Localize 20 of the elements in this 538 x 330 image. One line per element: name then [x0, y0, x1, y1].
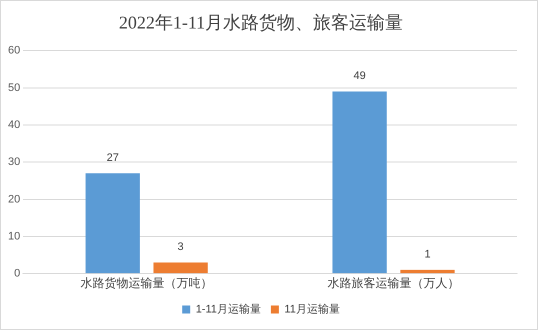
y-tick-label: 40 — [8, 118, 20, 131]
bar — [153, 262, 208, 274]
chart-title: 2022年1-11月水路货物、旅客运输量 — [118, 12, 404, 33]
bar — [332, 91, 387, 274]
data-label: 1 — [424, 248, 431, 260]
y-tick-label: 20 — [8, 193, 20, 206]
legend-label: 11月运输量 — [284, 302, 340, 316]
x-tick-label: 水路旅客运输量（万人） — [328, 276, 460, 290]
y-tick-label: 60 — [8, 44, 20, 57]
y-tick-label: 0 — [14, 268, 20, 280]
y-tick-label: 10 — [8, 230, 20, 242]
data-label: 3 — [178, 240, 184, 253]
x-tick-label: 水路货物运输量（万吨） — [80, 276, 213, 290]
bar — [86, 173, 140, 274]
data-label: 27 — [106, 152, 119, 164]
y-tick-label: 30 — [8, 156, 20, 168]
bar — [400, 270, 455, 274]
data-label: 49 — [353, 70, 366, 82]
y-tick-label: 50 — [8, 82, 20, 94]
legend-label: 1-11月运输量 — [196, 302, 261, 316]
